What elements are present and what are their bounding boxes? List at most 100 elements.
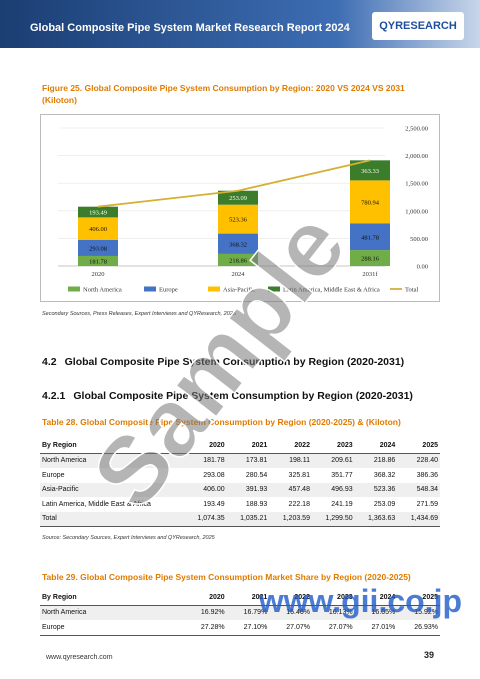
x-tick-label: 2031f: [362, 271, 378, 278]
cell: 27.10%: [226, 620, 270, 636]
table-row: Europe 293.08 280.54 325.81 351.77 368.32 386.…: [40, 468, 440, 483]
data-label: 218.86: [229, 257, 248, 264]
data-label: 368.32: [229, 241, 247, 248]
figure-source: Secondary Sources, Press Releases, Exper…: [42, 311, 236, 317]
cell: 222.18: [288, 500, 310, 508]
header-cell: 2023: [311, 438, 355, 454]
bar-segment: [78, 217, 118, 240]
cell: 523.36: [354, 482, 398, 497]
header-cell: 2023: [311, 590, 355, 606]
y-tick-label: 1,500.00: [405, 181, 428, 188]
x-tick-label: 2020: [92, 271, 105, 278]
cell: 16.79%: [226, 605, 270, 620]
cell: 548.34: [397, 482, 440, 497]
cell: 16.05%: [354, 605, 398, 620]
line: [97, 159, 371, 208]
footer-url: www.qyresearch.com: [46, 654, 113, 661]
section-heading: 4.2 Global Composite Pipe System Consumpt…: [42, 356, 404, 368]
bar-segment: [218, 233, 258, 254]
cell: 391.93: [226, 482, 270, 497]
data-label: 288.16: [361, 256, 380, 263]
legend-label: North America: [83, 287, 122, 294]
cell: 27.07%: [269, 620, 312, 636]
legend-swatch: [268, 286, 280, 292]
bar-segment: [350, 180, 390, 224]
header-cell: 2020: [184, 590, 227, 606]
table-row: Asia-Pacific 406.00 391.93 457.48 496.93 523.…: [40, 482, 440, 497]
cell: Europe: [42, 471, 65, 479]
cell: 27.28%: [184, 620, 227, 636]
page-number: 39: [424, 650, 435, 660]
y-tick-label: 500.00: [410, 236, 428, 243]
cell: Latin America, Middle East & Africa: [42, 500, 151, 508]
cell: 280.54: [245, 471, 268, 479]
cell: North America: [40, 605, 184, 620]
cell: 15.92%: [397, 605, 440, 620]
section-heading: 4.2.1 Global Composite Pipe System Consum…: [42, 390, 413, 402]
header-cell: By Region: [40, 590, 184, 606]
cell: Europe: [40, 620, 184, 636]
bar-segment: [218, 253, 258, 266]
cell: 293.08: [203, 471, 225, 479]
bar-segment: [350, 223, 390, 251]
table-caption: Table 29. Global Composite Pipe System C…: [42, 572, 411, 582]
header-cell: 2024: [354, 438, 398, 454]
chart: 0.00 500.00 1,000.00 1,500.00 2,000.00 2,500.…: [40, 114, 440, 302]
cell: 271.59: [416, 500, 438, 508]
table-header: By Region 2020 2021 2022 2023 2024 2025: [40, 590, 440, 606]
table: By Region 2020 2021 2022 2023 2024 2025 North A…: [40, 590, 440, 636]
cell: 1,074.35: [184, 511, 227, 527]
section-title: Global Composite Pipe System Consumption…: [64, 356, 405, 368]
cell: 16.92%: [184, 605, 227, 620]
table: By Region 2020 2021 2022 2023 2024 2025 North A…: [40, 438, 440, 527]
y-tick-label: 0.00: [417, 264, 428, 271]
cell: 228.40: [397, 453, 440, 468]
cell: 1,363.63: [354, 511, 398, 527]
cell: 16.46%: [269, 605, 312, 620]
cell: 406.00: [184, 482, 227, 497]
cell: 368.32: [373, 471, 396, 479]
cell: 351.77: [331, 471, 353, 479]
cell: North America: [40, 453, 184, 468]
data-label: 193.49: [89, 210, 107, 217]
cell: 386.36: [416, 471, 438, 479]
cell: Total: [40, 511, 184, 527]
cell: 241.19: [331, 500, 353, 508]
cell: 209.61: [311, 453, 355, 468]
bar-segment: [78, 206, 118, 218]
legend-label: Asia-Pacific: [223, 287, 255, 294]
x-tick-label: 2024: [232, 271, 246, 278]
data-label: 406.00: [89, 226, 107, 233]
figure-caption: Figure 25. Global Composite Pipe System …: [42, 83, 405, 105]
cell: 1,434.69: [397, 511, 440, 527]
cell: 1,035.21: [226, 511, 270, 527]
bar-segment: [350, 160, 390, 181]
bar-segment: [218, 204, 258, 234]
legend-swatch: [208, 286, 220, 292]
bar-segment: [350, 250, 390, 266]
data-label: 293.08: [89, 245, 107, 252]
cell: 16.13%: [311, 605, 355, 620]
cell: 27.01%: [354, 620, 398, 636]
header-cell: 2021: [226, 438, 270, 454]
data-label: 481.78: [361, 234, 379, 241]
table-caption: Table 28. Global Composite Pipe System C…: [42, 417, 401, 427]
table-row: Total 1,074.35 1,035.21 1,203.59 1,299.50 1,3…: [40, 511, 440, 527]
header-cell: 2025: [397, 438, 440, 454]
cell: Asia-Pacific: [40, 482, 184, 497]
cell: 188.93: [245, 500, 268, 508]
cell: 181.78: [184, 453, 227, 468]
y-tick-label: 1,000.00: [405, 208, 428, 215]
cell: 173.81: [226, 453, 270, 468]
data-label: 780.94: [361, 199, 380, 206]
cell: 193.49: [203, 500, 225, 508]
cell: 1,299.50: [311, 511, 355, 527]
table-row: North America 16.92% 16.79% 16.46% 16.13% 16.…: [40, 605, 440, 620]
logo: QYRESEARCH: [372, 12, 464, 40]
bar-segment: [218, 190, 258, 205]
cell: 26.93%: [397, 620, 440, 636]
header-title: Global Composite Pipe System Market Rese…: [30, 22, 350, 34]
section-number: 4.2.1: [42, 390, 66, 402]
cell: 218.86: [354, 453, 398, 468]
